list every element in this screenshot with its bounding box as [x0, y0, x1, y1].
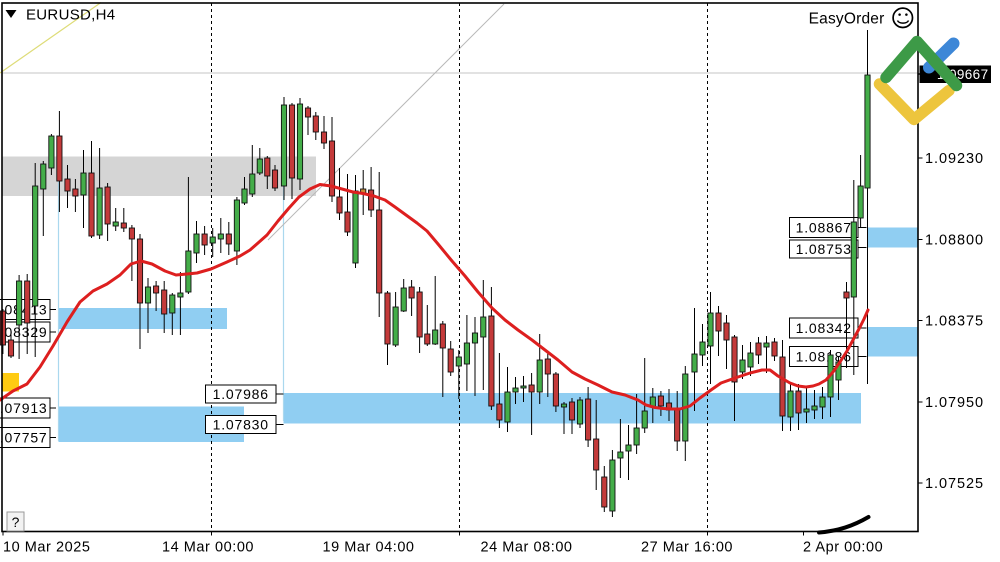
- svg-text:14 Mar 00:00: 14 Mar 00:00: [162, 540, 254, 556]
- svg-text:1.08329: 1.08329: [0, 324, 48, 340]
- svg-text:1.07525: 1.07525: [925, 476, 984, 492]
- svg-text:1.08413: 1.08413: [0, 302, 48, 318]
- svg-text:1.07986: 1.07986: [213, 386, 269, 402]
- svg-text:1.08867: 1.08867: [796, 220, 852, 236]
- svg-text:1.08186: 1.08186: [796, 349, 852, 365]
- svg-text:1.08800: 1.08800: [925, 233, 984, 249]
- svg-text:1.07950: 1.07950: [925, 395, 984, 411]
- svg-text:1.08342: 1.08342: [796, 320, 852, 336]
- svg-text:EURUSD,H4: EURUSD,H4: [26, 7, 115, 24]
- svg-text:?: ?: [12, 514, 20, 530]
- svg-text:1.07830: 1.07830: [213, 417, 269, 433]
- svg-text:1.07913: 1.07913: [0, 400, 48, 416]
- svg-text:27 Mar 16:00: 27 Mar 16:00: [641, 540, 733, 556]
- svg-text:1.08753: 1.08753: [796, 241, 852, 257]
- svg-text:24 Mar 08:00: 24 Mar 08:00: [481, 540, 573, 556]
- svg-text:1.09230: 1.09230: [925, 151, 984, 167]
- svg-text:EasyOrder: EasyOrder: [809, 11, 885, 28]
- svg-text:1.08375: 1.08375: [925, 314, 984, 330]
- svg-text:19 Mar 04:00: 19 Mar 04:00: [323, 540, 415, 556]
- svg-text:2 Apr 00:00: 2 Apr 00:00: [803, 540, 883, 556]
- svg-text:1.07757: 1.07757: [0, 430, 48, 446]
- svg-text:10 Mar 2025: 10 Mar 2025: [3, 540, 90, 556]
